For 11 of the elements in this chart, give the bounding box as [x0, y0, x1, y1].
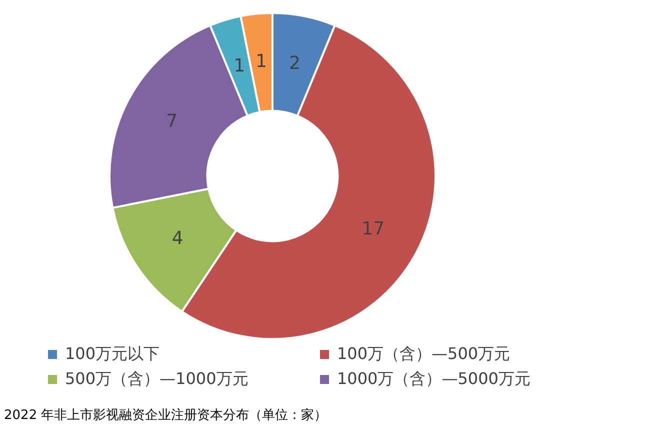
legend-label: 500万（含）—1000万元: [65, 369, 248, 390]
data-label: 7: [166, 110, 178, 132]
text: 2022 年非上市影视融资企业注册资本分布（单位：家）: [4, 407, 328, 424]
data-label: 1: [256, 51, 268, 72]
legend-label: 1000万（含）—5000万元: [337, 369, 530, 390]
data-label: 4: [172, 228, 184, 250]
legend-label: 100万元以下: [65, 344, 160, 365]
data-label: 17: [362, 218, 385, 240]
data-label: 2: [289, 52, 300, 74]
legend-label: 100万（含）—500万元: [337, 344, 510, 365]
data-label: 1: [234, 55, 246, 76]
